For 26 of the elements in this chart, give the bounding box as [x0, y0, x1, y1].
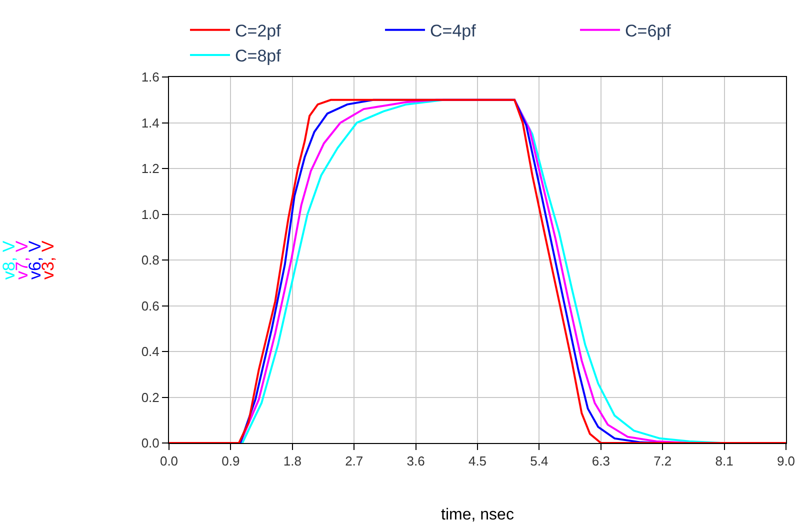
legend-label: C=6pf: [625, 22, 672, 41]
x-tick-label: 9.0: [776, 454, 796, 469]
legend-label: C=4pf: [430, 22, 476, 41]
y-tick-label: 0.2: [141, 390, 160, 405]
y-tick-label: 1.4: [141, 115, 160, 130]
y-tick-label: 0.4: [141, 344, 160, 360]
x-tick-label: 4.5: [468, 454, 487, 469]
y-tick-label: 1.0: [141, 206, 160, 222]
x-axis-title: time, nsec: [441, 506, 514, 524]
line-series: [169, 98, 786, 443]
y-tick-label: 0.8: [141, 252, 160, 268]
x-tick-label: 7.2: [654, 454, 672, 469]
x-tick-label: 1.8: [283, 454, 302, 469]
y-tick-label: 1.2: [141, 161, 160, 176]
x-tick-label: 2.7: [345, 454, 364, 469]
x-tick-label: 6.3: [592, 454, 610, 469]
legend-label: C=2pf: [235, 22, 282, 41]
y-tick-label: 0.0: [141, 436, 160, 451]
x-tick-label: 5.4: [530, 454, 548, 469]
x-tick-label: 8.1: [715, 454, 734, 469]
y-tick-label: 1.6: [141, 70, 160, 85]
legend-label: C=8pf: [235, 46, 282, 66]
x-tick-label: 0.9: [222, 454, 240, 469]
x-tick-label: 0.0: [160, 454, 178, 469]
x-tick-label: 3.6: [406, 454, 425, 469]
y-tick-label: 0.6: [141, 298, 160, 314]
